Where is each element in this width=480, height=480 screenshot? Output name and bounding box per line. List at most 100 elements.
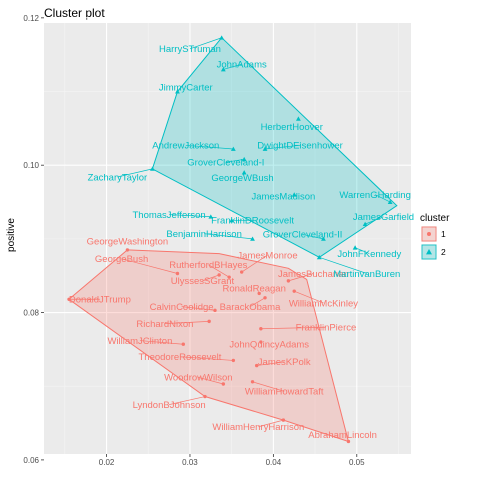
data-point [387, 199, 393, 204]
point-label: ZacharyTaylor [88, 172, 148, 183]
legend: cluster 1 2 [420, 213, 450, 260]
point-label: WilliamHowardTaft [245, 387, 324, 398]
panel-background [44, 23, 411, 454]
point-label: BenjaminHarrison [166, 229, 242, 240]
data-point [239, 270, 244, 274]
leader-line [319, 256, 367, 274]
leader-line [249, 297, 266, 307]
data-point [230, 146, 236, 151]
data-point [257, 291, 261, 296]
data-point [231, 358, 236, 363]
point-label: CalvinCoolidge [150, 302, 214, 313]
point-label: WoodrowWilson [164, 373, 232, 384]
leader-line [364, 216, 384, 225]
data-point [292, 289, 296, 293]
point-label: UlyssesSGrant [171, 276, 235, 287]
data-point [352, 245, 358, 250]
x-tick-label: 0.03 [182, 458, 198, 467]
data-point [281, 418, 286, 422]
point-label: FranklinDRoosevelt [211, 216, 294, 227]
y-tick-label: 0.08 [23, 309, 39, 318]
leader-line [225, 158, 245, 163]
x-tick-label: 0.02 [99, 458, 115, 467]
point-label: WilliamJClinton [107, 336, 172, 347]
data-point [254, 363, 259, 368]
data-point [181, 342, 185, 346]
legend-title: cluster [420, 213, 450, 224]
data-point [262, 146, 268, 151]
data-point [220, 67, 226, 72]
point-label: WilliamHenryHarrison [212, 422, 304, 433]
point-label: LyndonBJohnson [133, 400, 206, 411]
point-label: WarrenGHarding [339, 190, 410, 201]
data-point [259, 340, 263, 344]
data-point [346, 439, 351, 444]
data-point [286, 279, 291, 283]
point-label: RonaldReagan [222, 284, 285, 295]
data-point [321, 236, 326, 241]
data-point [67, 297, 71, 301]
point-label: ThomasJefferson [132, 210, 205, 221]
legend-symbol [427, 232, 431, 236]
legend-label: 1 [441, 229, 446, 239]
data-point [295, 116, 301, 121]
point-label: GeorgeWashington [87, 236, 169, 247]
x-tick-label: 0.04 [266, 458, 282, 467]
point-label: JamesMonroe [237, 250, 297, 261]
point-label: AndrewJackson [152, 141, 219, 152]
leader-line [185, 144, 234, 150]
point-label: MartinvanBuren [333, 269, 400, 280]
leader-line [252, 381, 285, 392]
data-point [259, 327, 263, 331]
point-label: HerbertHoover [261, 122, 323, 133]
point-label: TheodoreRoosevelt [138, 352, 221, 363]
leader-line [169, 214, 211, 218]
point-label: GeorgeWBush [211, 173, 273, 184]
leader-line [223, 63, 242, 70]
data-point [250, 380, 255, 384]
leader-line [169, 396, 206, 405]
data-point [229, 218, 235, 223]
data-point [125, 248, 130, 252]
leader-line [302, 234, 324, 240]
leader-line [288, 273, 314, 282]
data-point [221, 382, 226, 386]
point-label: JimmyCarter [159, 82, 213, 93]
point-label: JohnFKennedy [337, 249, 401, 260]
leader-line [260, 326, 326, 330]
data-point [263, 296, 267, 300]
leader-line [294, 290, 324, 304]
leader-line [189, 37, 222, 50]
data-point [316, 254, 322, 260]
point-label: RichardNixon [136, 319, 193, 330]
point-label: JamesBuchanan [278, 269, 349, 280]
leader-line [354, 247, 370, 254]
leader-line [264, 144, 301, 150]
data-point [203, 394, 207, 399]
data-point [213, 308, 217, 313]
leader-line [179, 356, 234, 361]
leader-line [258, 419, 284, 428]
data-point [291, 192, 297, 197]
data-point [207, 319, 211, 324]
leader-line [139, 340, 184, 345]
point-label: GeorgeBush [95, 254, 148, 265]
leader-line [256, 361, 285, 366]
axes: 0.02 0.03 0.04 0.05 0.06 0.08 0.10 0.12 [23, 14, 365, 467]
point-label: JamesGarfield [353, 212, 414, 223]
legend-label: 2 [441, 247, 446, 257]
data-point [241, 156, 247, 162]
leader-line [117, 168, 153, 178]
leader-line [208, 264, 230, 278]
plot-panel: GeorgeWashington GeorgeBush RutherfordBHay… [44, 17, 414, 461]
data-point [175, 271, 180, 276]
legend-symbol [426, 249, 432, 255]
leader-line [202, 274, 220, 282]
leader-line [241, 254, 268, 273]
y-tick-label: 0.06 [23, 456, 39, 465]
point-label: DonaldJTrump [69, 295, 131, 306]
data-point [208, 214, 214, 219]
data-point [217, 273, 221, 277]
